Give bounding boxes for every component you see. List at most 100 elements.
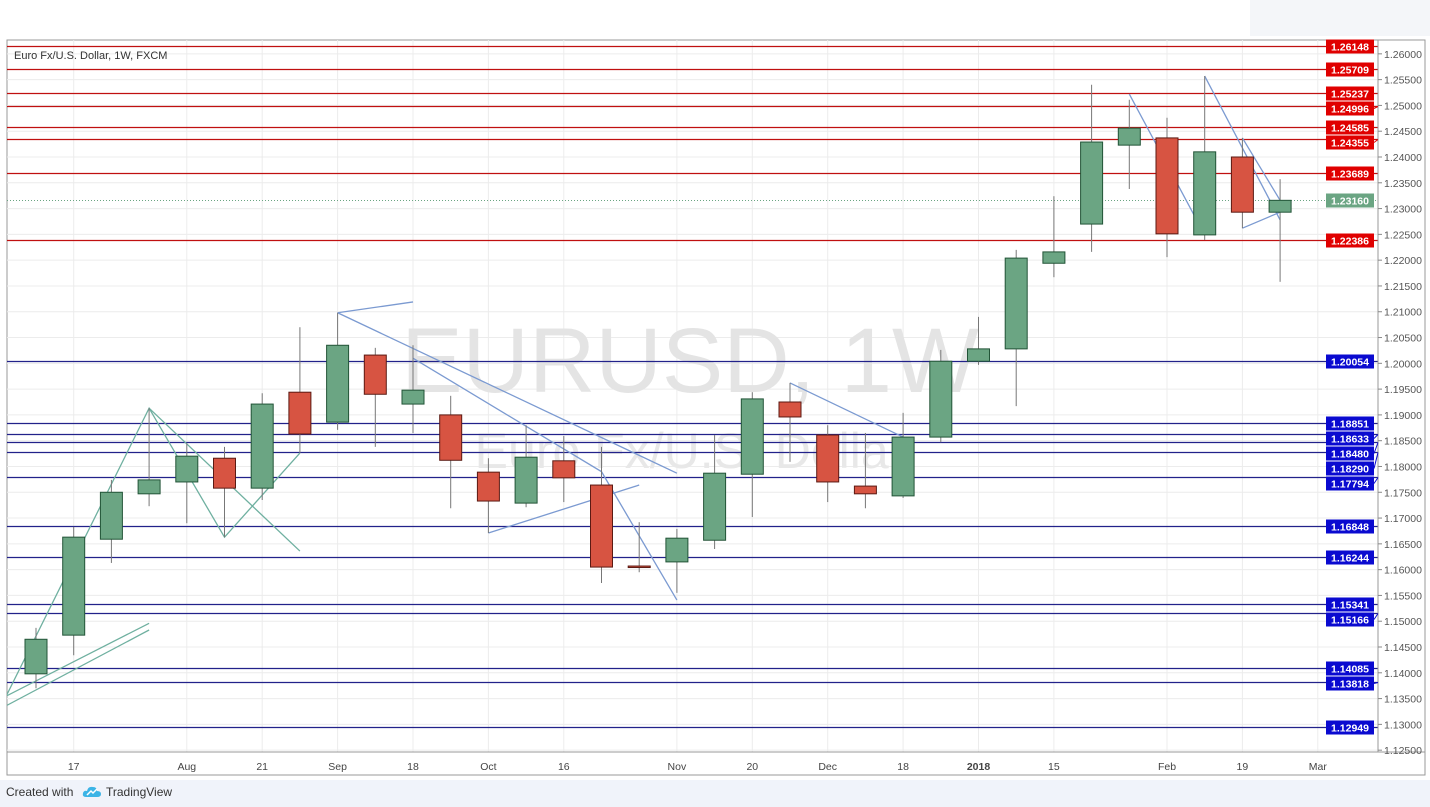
support-level-label: 1.14085 bbox=[1331, 664, 1369, 676]
support-level-label: 1.18633 bbox=[1331, 434, 1369, 446]
trendline bbox=[7, 629, 150, 707]
y-tick-label: 1.19000 bbox=[1384, 410, 1422, 422]
y-tick-label: 1.24000 bbox=[1384, 152, 1422, 164]
support-level-leader bbox=[1373, 452, 1379, 469]
trendline bbox=[789, 382, 904, 438]
x-tick-label: Nov bbox=[668, 761, 687, 773]
support-level-label: 1.18290 bbox=[1331, 464, 1369, 476]
y-tick-label: 1.18000 bbox=[1384, 461, 1422, 473]
y-tick-label: 1.17000 bbox=[1384, 513, 1422, 525]
candle-body bbox=[213, 457, 236, 489]
resistance-level-badge bbox=[1326, 62, 1374, 77]
y-tick-label: 1.18500 bbox=[1384, 436, 1422, 448]
candle-body bbox=[552, 460, 576, 479]
candle-body bbox=[1230, 156, 1254, 213]
trendline bbox=[488, 484, 640, 534]
x-tick-label: 15 bbox=[1048, 761, 1060, 773]
support-level-label: 1.12949 bbox=[1331, 723, 1369, 735]
created-with-label: Created with bbox=[6, 785, 74, 799]
support-level-leader bbox=[1373, 477, 1379, 484]
last-price-label: 1.23160 bbox=[1331, 196, 1369, 208]
candle-body bbox=[967, 348, 990, 362]
candle-body bbox=[1268, 199, 1292, 213]
support-level-badge bbox=[1326, 416, 1374, 431]
x-tick-label: 18 bbox=[407, 761, 419, 773]
candle-body bbox=[24, 638, 48, 675]
y-tick-label: 1.23500 bbox=[1384, 178, 1422, 190]
watermark-description: Euro Fx/U.S. Dollar bbox=[475, 423, 906, 479]
candle-body bbox=[929, 360, 953, 438]
candlestick-chart[interactable]: EURUSD, 1W Euro Fx/U.S. Dollar Euro Fx/U… bbox=[0, 0, 1430, 780]
candle-body bbox=[1155, 137, 1179, 235]
support-level-label: 1.18480 bbox=[1331, 449, 1369, 461]
support-level-label: 1.20054 bbox=[1331, 357, 1369, 369]
y-tick-label: 1.13500 bbox=[1384, 694, 1422, 706]
x-tick-label: 18 bbox=[897, 761, 909, 773]
tradingview-cloud-icon[interactable] bbox=[82, 784, 102, 798]
support-level-label: 1.16244 bbox=[1331, 553, 1369, 565]
last-price-badge bbox=[1326, 193, 1374, 208]
candle-body bbox=[1117, 127, 1141, 146]
resistance-level-label: 1.22386 bbox=[1331, 236, 1369, 248]
candle-body bbox=[740, 398, 764, 475]
resistance-level-badge bbox=[1326, 39, 1374, 54]
y-tick-label: 1.22500 bbox=[1384, 229, 1422, 241]
support-level-badge bbox=[1326, 431, 1374, 446]
y-tick-label: 1.17500 bbox=[1384, 487, 1422, 499]
resistance-level-label: 1.24585 bbox=[1331, 123, 1369, 135]
candle-body bbox=[665, 537, 689, 563]
candle-body bbox=[1042, 251, 1066, 264]
candle-body bbox=[401, 389, 425, 405]
support-level-label: 1.18851 bbox=[1331, 419, 1369, 431]
x-tick-label: 2018 bbox=[967, 761, 991, 773]
y-tick-label: 1.21500 bbox=[1384, 281, 1422, 293]
candle-body bbox=[99, 491, 123, 540]
support-level-badge bbox=[1326, 720, 1374, 735]
footer: Created with TradingView bbox=[0, 780, 1430, 807]
resistance-level-badge bbox=[1326, 233, 1374, 248]
support-level-badge bbox=[1326, 661, 1374, 676]
resistance-level-label: 1.25237 bbox=[1331, 89, 1369, 101]
support-level-label: 1.15341 bbox=[1331, 600, 1369, 612]
candle-body bbox=[891, 436, 915, 497]
support-level-badge bbox=[1326, 597, 1374, 612]
tradingview-brand[interactable]: TradingView bbox=[106, 785, 173, 799]
y-tick-label: 1.24500 bbox=[1384, 126, 1422, 138]
support-level-badge bbox=[1326, 354, 1374, 369]
support-level-badge bbox=[1326, 519, 1374, 534]
x-tick-label: Dec bbox=[818, 761, 837, 773]
trendline bbox=[337, 301, 414, 314]
x-tick-label: Sep bbox=[328, 761, 347, 773]
resistance-level-badge bbox=[1326, 86, 1374, 101]
trendline bbox=[1242, 211, 1281, 229]
resistance-level-badge bbox=[1326, 101, 1374, 116]
y-tick-label: 1.14500 bbox=[1384, 642, 1422, 654]
candle-body bbox=[627, 565, 651, 569]
candle-body bbox=[476, 471, 500, 502]
top-bar-right bbox=[1250, 0, 1430, 36]
x-tick-label: 20 bbox=[746, 761, 758, 773]
candle-body bbox=[853, 485, 877, 495]
support-level-badge bbox=[1326, 676, 1374, 691]
support-level-badge bbox=[1326, 446, 1374, 461]
y-tick-label: 1.15000 bbox=[1384, 616, 1422, 628]
x-tick-label: Feb bbox=[1158, 761, 1176, 773]
y-tick-label: 1.14000 bbox=[1384, 668, 1422, 680]
y-tick-label: 1.23000 bbox=[1384, 204, 1422, 216]
x-tick-label: 19 bbox=[1237, 761, 1249, 773]
resistance-level-badge bbox=[1326, 120, 1374, 135]
support-level-leader bbox=[1373, 442, 1379, 454]
resistance-level-label: 1.26148 bbox=[1331, 42, 1369, 54]
candle-body bbox=[175, 455, 199, 483]
x-tick-label: Oct bbox=[480, 761, 496, 773]
support-level-badge bbox=[1326, 476, 1374, 491]
resistance-level-label: 1.24355 bbox=[1331, 138, 1369, 150]
chart-title: Euro Fx/U.S. Dollar, 1W, FXCM bbox=[14, 50, 167, 62]
candle-body bbox=[288, 391, 312, 435]
x-tick-label: Aug bbox=[177, 761, 196, 773]
x-tick-label: 17 bbox=[68, 761, 80, 773]
candle-body bbox=[439, 414, 463, 461]
trendline bbox=[7, 622, 150, 697]
candle-body bbox=[62, 536, 86, 636]
y-tick-label: 1.25500 bbox=[1384, 75, 1422, 87]
